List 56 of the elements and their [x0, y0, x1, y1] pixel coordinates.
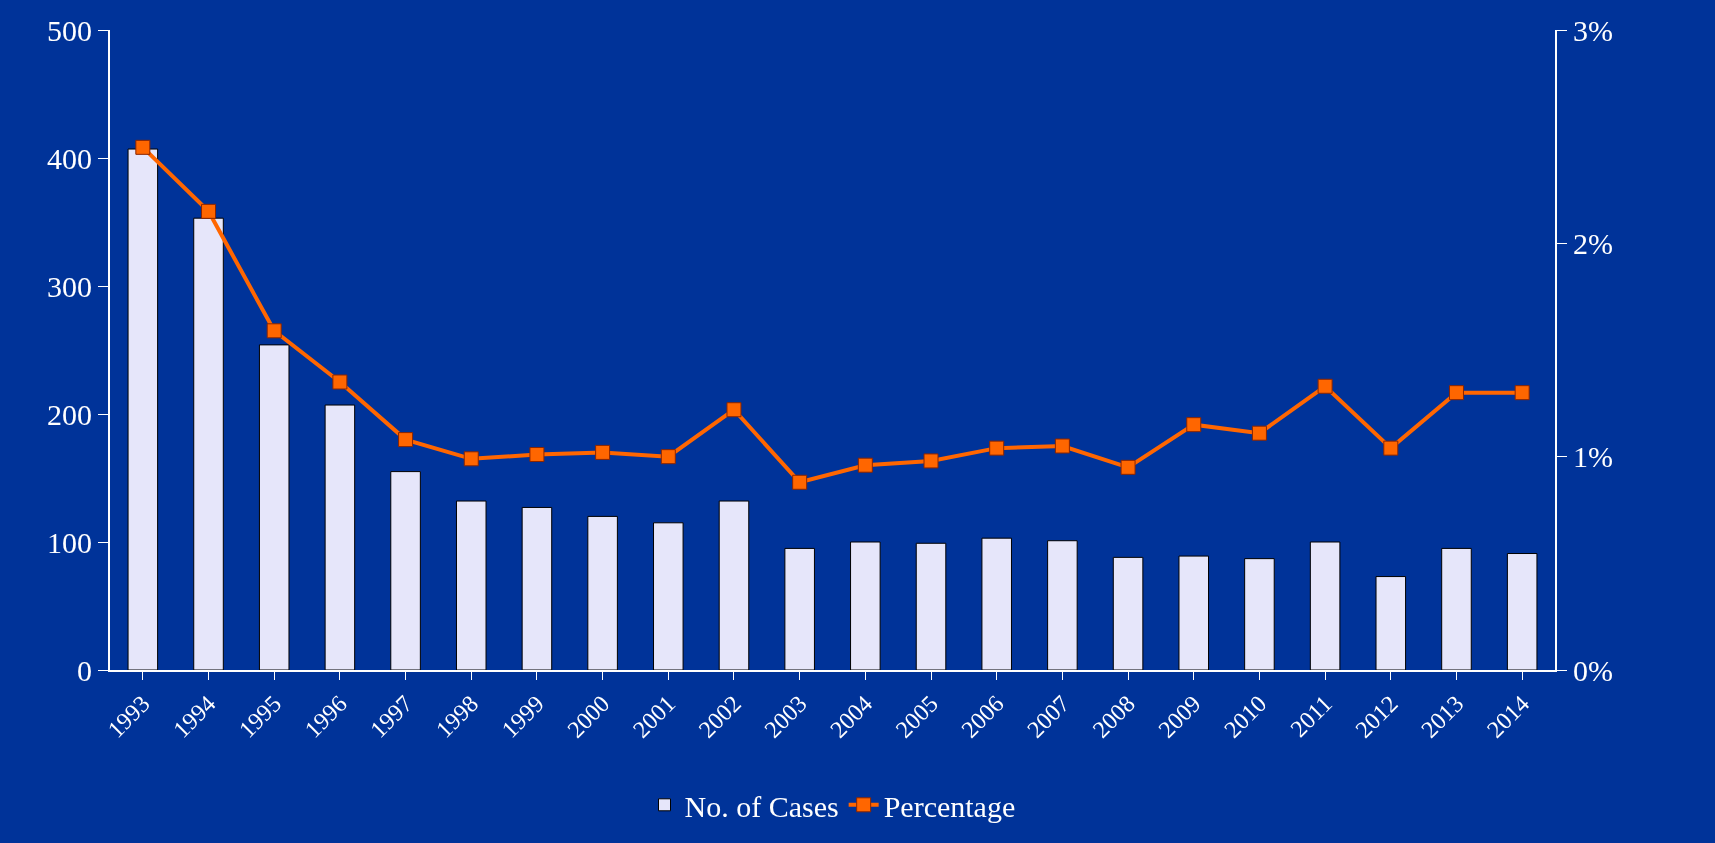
- bar: [784, 547, 815, 670]
- point: [857, 457, 873, 473]
- bar: [455, 500, 487, 670]
- bar: [1047, 540, 1078, 670]
- y-tick-label: 100: [47, 525, 92, 559]
- bar: [127, 148, 159, 670]
- bar: [521, 506, 553, 670]
- point: [1317, 378, 1333, 394]
- point: [1448, 385, 1464, 401]
- bar: [258, 344, 290, 670]
- point: [201, 203, 217, 219]
- legend-label: Percentage: [883, 789, 1016, 823]
- point: [463, 451, 479, 467]
- y2-tick-label: 3%: [1573, 13, 1613, 47]
- y2-tick-label: 2%: [1573, 226, 1613, 260]
- bar: [324, 404, 356, 670]
- bar: [915, 542, 947, 670]
- y-tick-label: 0: [77, 653, 92, 687]
- point: [923, 453, 939, 469]
- bar: [1112, 556, 1144, 670]
- point: [1251, 425, 1267, 441]
- y2-tick-label: 1%: [1573, 440, 1613, 474]
- bar: [390, 471, 421, 670]
- point: [266, 323, 282, 339]
- bar: [718, 500, 750, 670]
- y-tick-label: 500: [47, 13, 92, 47]
- bar: [1375, 576, 1407, 670]
- y2-tick-label: 0%: [1573, 653, 1613, 687]
- y-tick-label: 400: [47, 141, 92, 175]
- point: [1383, 440, 1399, 456]
- point: [595, 444, 611, 460]
- point: [529, 447, 545, 463]
- bar: [850, 541, 881, 670]
- y-tick-label: 200: [47, 397, 92, 431]
- bar: [653, 522, 684, 670]
- point: [1186, 417, 1202, 433]
- point: [726, 402, 742, 418]
- point: [660, 449, 676, 465]
- point: [1120, 459, 1136, 475]
- point: [989, 440, 1005, 456]
- bar: [1506, 553, 1538, 670]
- bar: [1309, 541, 1341, 670]
- y-tick-label: 300: [47, 269, 92, 303]
- bar: [1244, 558, 1275, 670]
- legend-label: No. of Cases: [684, 789, 839, 823]
- point: [398, 432, 414, 448]
- bar: [1178, 555, 1210, 670]
- bar: [1441, 547, 1472, 670]
- point: [1514, 385, 1530, 401]
- bar: [193, 217, 224, 670]
- bar: [981, 537, 1012, 670]
- point: [135, 139, 151, 155]
- point: [792, 474, 808, 490]
- point: [332, 374, 348, 390]
- bar: [587, 515, 618, 670]
- point: [1054, 438, 1070, 454]
